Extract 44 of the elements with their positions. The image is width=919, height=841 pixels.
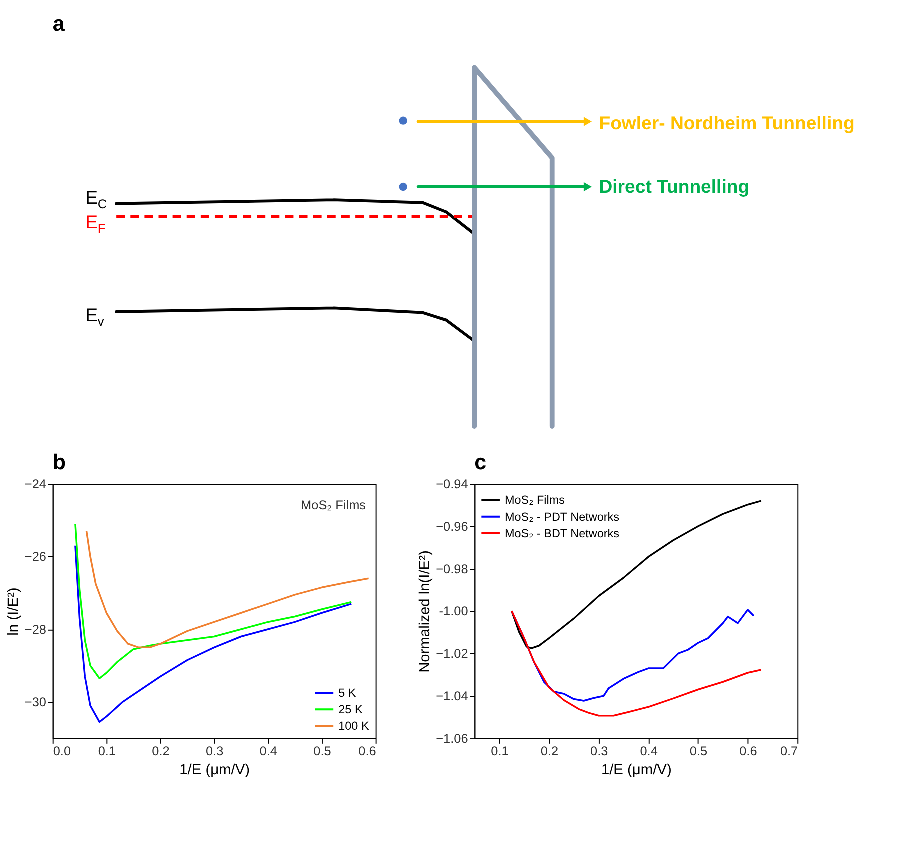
x-tick-label: 0.6: [358, 744, 376, 759]
x-tick-label: 0.1: [491, 744, 509, 759]
x-tick-label: 0.6: [740, 744, 758, 759]
x-tick-label: 0.0: [53, 744, 72, 759]
legend-label: MoS₂ - PDT Networks: [505, 510, 620, 524]
x-tick-label: 0.5: [690, 744, 708, 759]
x-tick-label: 0.4: [260, 744, 278, 759]
chart-title: c: [474, 450, 487, 474]
line-series: [74, 523, 352, 680]
y-tick-label: −24: [24, 476, 46, 492]
text: a: [52, 12, 66, 36]
y-tick-label: −1.06: [436, 730, 468, 746]
x-tick-label: 0.7: [780, 744, 798, 759]
x-tick-label: 0.3: [206, 744, 224, 759]
x-axis-title: 1/E (μm/V): [180, 762, 250, 778]
legend-label: MoS₂ Films: [505, 494, 566, 508]
line-series: [511, 610, 762, 717]
y-tick-label: −28: [24, 622, 46, 637]
x-tick-label: 0.5: [314, 744, 332, 759]
legend-label: 5 K: [338, 686, 356, 700]
x-axis-title: 1/E (μm/V): [601, 762, 672, 778]
x-tick-label: 0.2: [540, 744, 559, 759]
text: Fowler- Nordheim Tunnelling: [599, 112, 855, 134]
x-tick-label: 0.1: [98, 744, 116, 759]
y-tick-label: −0.98: [436, 561, 468, 576]
x-tick-label: 0.4: [640, 744, 658, 759]
legend-label: MoS₂ - BDT Networks: [505, 527, 620, 540]
y-tick-label: −0.94: [436, 476, 468, 492]
y-axis-title: ln (I/E²): [6, 588, 22, 636]
y-tick-label: −1.02: [436, 646, 468, 662]
x-tick-label: 0.2: [152, 744, 170, 759]
y-axis-title: Normalized ln(I/E²): [417, 550, 434, 673]
text: Direct Tunnelling: [599, 176, 750, 197]
legend-label: 25 K: [338, 704, 363, 717]
line-series: [86, 530, 370, 649]
y-tick-label: −26: [24, 549, 46, 564]
y-tick-label: -1.00: [439, 604, 468, 619]
legend-label: 100 K: [338, 720, 370, 734]
y-tick-label: −0.96: [436, 518, 468, 534]
y-tick-label: −30: [24, 694, 46, 710]
chart-title: b: [52, 450, 66, 474]
x-tick-label: 0.3: [590, 744, 608, 759]
annotation: MoS₂ Films: [301, 498, 366, 513]
y-tick-label: −1.04: [436, 688, 468, 704]
